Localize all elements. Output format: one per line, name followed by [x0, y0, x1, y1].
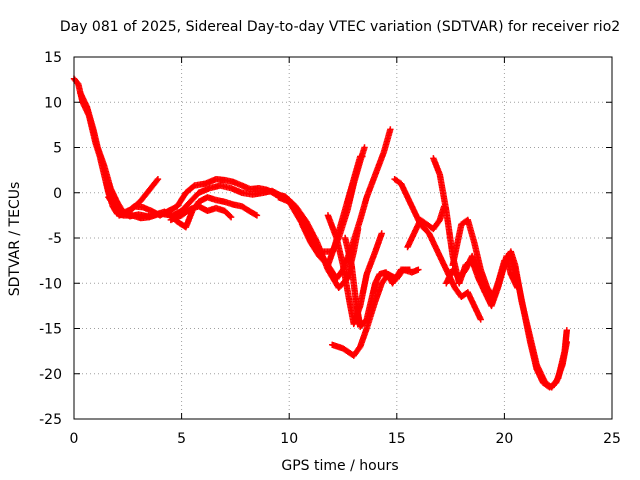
y-tick-label: 0: [53, 186, 62, 202]
y-tick-label: 5: [53, 141, 62, 157]
x-tick-label: 20: [495, 431, 513, 447]
y-tick-label: -10: [39, 276, 62, 292]
y-tick-label: 10: [44, 95, 62, 111]
data-point-plus: [226, 212, 234, 220]
data-point-plus: [563, 327, 571, 334]
data-point-plus: [361, 144, 368, 151]
x-tick-label: 5: [177, 431, 186, 447]
x-tick-label: 15: [388, 431, 406, 447]
series-arc-10: [329, 266, 422, 359]
tick-layer: 0 5 10 15 20 25 -25 -20 -15 -10 -5 0 5 10 15: [39, 50, 621, 447]
data-point-plus: [387, 126, 394, 133]
y-tick-label: -25: [39, 412, 62, 428]
data-point-plus: [415, 266, 422, 273]
data-point-plus: [378, 230, 385, 237]
y-tick-label: -20: [39, 367, 62, 383]
y-axis-label: SDTVAR / TECUs: [7, 182, 23, 297]
x-tick-label: 0: [70, 431, 79, 447]
series-arc-15: [449, 216, 521, 301]
x-axis-label: GPS time / hours: [281, 458, 398, 474]
data-point-plus: [563, 338, 571, 346]
x-tick-label: 25: [603, 431, 621, 447]
data-point-plus: [359, 153, 366, 160]
data-point-plus: [154, 175, 162, 183]
data-point-plus: [227, 213, 235, 221]
y-tick-label: 15: [44, 50, 62, 66]
series-arc-5: [167, 203, 235, 224]
data-point-plus: [477, 316, 484, 323]
y-tick-label: -5: [48, 231, 62, 247]
y-tick-label: -15: [39, 322, 62, 338]
series-arc-12: [404, 203, 448, 251]
data-point-plus: [514, 284, 521, 291]
series-arc-7: [298, 153, 366, 269]
data-layer: [70, 75, 571, 391]
chart-title: Day 081 of 2025, Sidereal Day-to-day VTE…: [60, 19, 620, 35]
data-point-plus: [253, 212, 261, 219]
data-point-plus: [153, 177, 161, 184]
x-tick-label: 10: [280, 431, 298, 447]
